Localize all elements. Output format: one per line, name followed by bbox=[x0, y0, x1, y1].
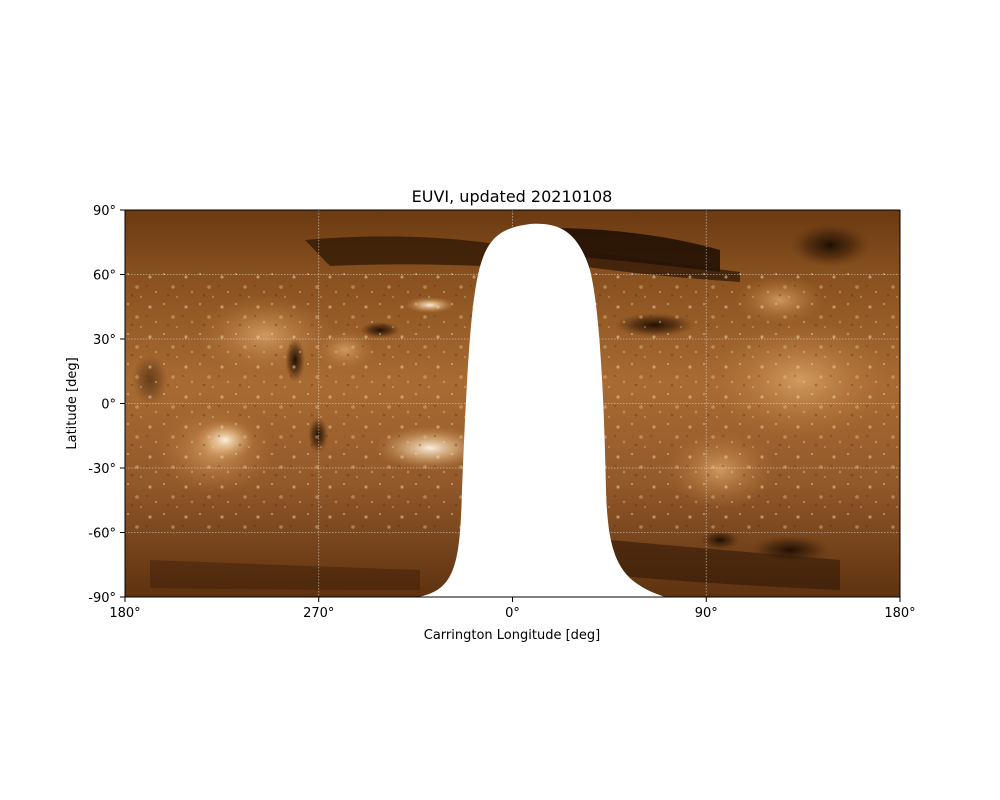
x-tick-label: 0° bbox=[505, 606, 520, 621]
y-axis bbox=[120, 209, 125, 598]
y-tick-label: 90° bbox=[93, 204, 116, 219]
plot-title: EUVI, updated 20210108 bbox=[412, 187, 613, 206]
y-tick-label: 60° bbox=[93, 269, 116, 284]
x-tick-label: 270° bbox=[303, 606, 334, 621]
x-tick-label: 90° bbox=[695, 606, 718, 621]
y-tick-label: 0° bbox=[101, 398, 116, 413]
y-tick-label: -60° bbox=[88, 527, 116, 542]
missing-data-region bbox=[418, 223, 665, 597]
x-tick-label: 180° bbox=[884, 606, 915, 621]
y-tick-label: -90° bbox=[88, 591, 116, 606]
euvi-synoptic-map bbox=[125, 210, 900, 597]
x-tick-label: 180° bbox=[109, 606, 140, 621]
y-axis-title: Latitude [deg] bbox=[65, 357, 80, 449]
x-axis bbox=[124, 597, 901, 602]
y-tick-label: 30° bbox=[93, 333, 116, 348]
y-tick-label: -30° bbox=[88, 462, 116, 477]
grid-lines bbox=[125, 210, 900, 597]
x-axis-title: Carrington Longitude [deg] bbox=[424, 628, 600, 643]
